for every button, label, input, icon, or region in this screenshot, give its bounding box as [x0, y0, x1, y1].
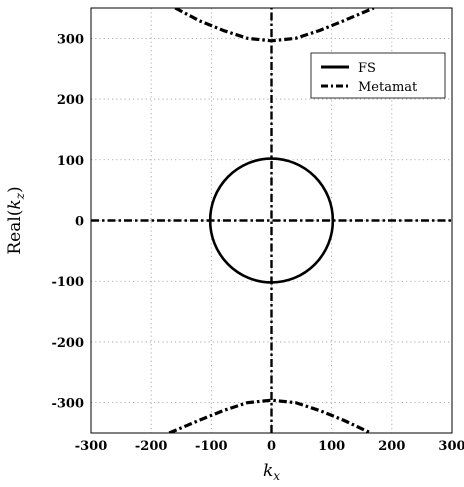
x-tick-label: -200	[135, 439, 168, 454]
y-tick-label: 100	[57, 154, 84, 169]
plot-frame	[90, 7, 453, 434]
y-tick-label: -200	[51, 336, 84, 351]
y-tick-label: 300	[57, 32, 84, 47]
legend-box	[310, 52, 446, 99]
x-tick-label: 100	[318, 439, 345, 454]
x-axis-label-main: k	[263, 461, 273, 481]
y-axis-label-k: k	[5, 199, 25, 209]
x-tick-label: 200	[378, 439, 405, 454]
plot-series	[91, 8, 452, 433]
legend: FS Metamat	[310, 52, 446, 99]
tick-labels: -300 -200 -100 0 100 200 300 -300 -200 -100 0 100 20…	[51, 32, 464, 454]
y-axis-label: Real(kz)	[5, 186, 27, 254]
metamat-lower-branch	[168, 398, 372, 433]
y-axis-label-close: )	[5, 186, 25, 193]
legend-label-metamat: Metamat	[358, 80, 418, 95]
x-axis-label: kx	[263, 461, 280, 483]
legend-label-fs: FS	[358, 61, 376, 76]
y-tick-label: 200	[57, 93, 84, 108]
x-tick-label: 300	[438, 439, 464, 454]
y-tick-label: -100	[51, 275, 84, 290]
fs-circle	[208, 157, 335, 284]
x-tick-label: 0	[267, 439, 276, 454]
y-tick-label: -300	[51, 397, 84, 412]
y-tick-label: 0	[75, 215, 84, 230]
x-tick-label: -100	[195, 439, 228, 454]
x-tick-label: -300	[75, 439, 108, 454]
metamat-upper-branch	[174, 8, 375, 43]
y-axis-label-sub: z	[13, 192, 27, 200]
series-clip-group	[91, 8, 452, 433]
x-axis-label-sub: x	[273, 469, 280, 483]
